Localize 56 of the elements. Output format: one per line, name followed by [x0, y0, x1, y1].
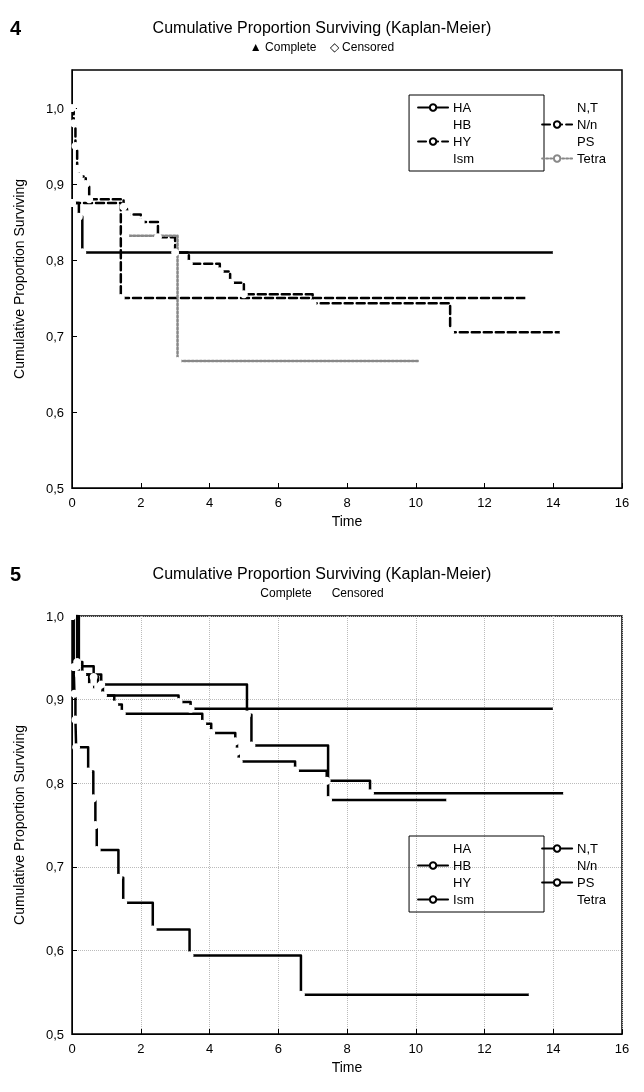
- x-tick-label: 10: [408, 495, 423, 510]
- x-tick-label: 0: [68, 1041, 76, 1056]
- x-tick-label: 16: [614, 1041, 630, 1056]
- y-tick-label: 0,5: [45, 1026, 64, 1042]
- chart-subtitle: ▲ Complete ◇ Censored: [249, 40, 395, 54]
- text: 4: [10, 17, 22, 39]
- y-axis-title: Cumulative Proportion Surviving: [11, 179, 27, 379]
- legend-label: Tetra: [577, 151, 607, 166]
- x-tick-label: 14: [546, 1041, 561, 1056]
- x-tick-label: 2: [137, 495, 145, 510]
- y-tick-label: 0,8: [45, 775, 64, 791]
- y-tick-label: 0,7: [45, 328, 64, 344]
- legend-label: HB: [453, 858, 472, 873]
- x-axis-title: Time: [331, 1058, 363, 1075]
- chart-title: Cumulative Proportion Surviving (Kaplan-Meier): [152, 564, 492, 582]
- text: Tetra: [577, 892, 607, 907]
- text: HA: [453, 841, 472, 856]
- y-tick-label: 0,9: [45, 692, 64, 708]
- chart-subtitle: Complete Censored: [260, 586, 384, 600]
- legend-label: N/n: [577, 117, 598, 132]
- text: Ism: [453, 151, 475, 166]
- text: N,T: [577, 100, 599, 115]
- x-tick-label: 6: [274, 495, 282, 510]
- text: HB: [453, 117, 472, 132]
- x-tick-label: 10: [408, 1041, 423, 1056]
- legend-label: HA: [453, 100, 472, 115]
- x-tick-label: 8: [343, 495, 351, 510]
- text: PS: [577, 134, 595, 149]
- x-axis-title: Time: [331, 512, 363, 529]
- x-tick-label: 0: [68, 495, 76, 510]
- x-tick-label: 6: [274, 1041, 282, 1056]
- text: 5: [10, 563, 22, 585]
- y-tick-label: 0,9: [45, 176, 64, 192]
- y-tick-label: 1,0: [45, 100, 64, 116]
- text: N/n: [577, 858, 598, 873]
- x-tick-label: 4: [205, 495, 214, 510]
- legend-label: HY: [453, 134, 472, 149]
- y-tick-label: 0,6: [45, 942, 64, 958]
- legend-label: N,T: [577, 841, 599, 856]
- y-tick-label: 0,7: [45, 859, 64, 875]
- y-tick-label: 0,8: [45, 252, 64, 268]
- text: HY: [453, 875, 472, 890]
- x-tick-label: 4: [205, 1041, 214, 1056]
- y-axis-title: Cumulative Proportion Surviving: [11, 725, 27, 925]
- x-tick-label: 2: [137, 1041, 145, 1056]
- legend-label: PS: [577, 875, 595, 890]
- x-tick-label: 12: [477, 1041, 492, 1056]
- legend-label: Ism: [453, 892, 475, 907]
- x-tick-label: 14: [546, 495, 561, 510]
- y-tick-label: 1,0: [45, 608, 64, 624]
- x-tick-label: 16: [614, 495, 630, 510]
- x-tick-label: 8: [343, 1041, 351, 1056]
- chart-title: Cumulative Proportion Surviving (Kaplan-Meier): [152, 18, 492, 36]
- y-tick-label: 0,5: [45, 480, 64, 496]
- y-tick-label: 0,6: [45, 404, 64, 420]
- x-tick-label: 12: [477, 495, 492, 510]
